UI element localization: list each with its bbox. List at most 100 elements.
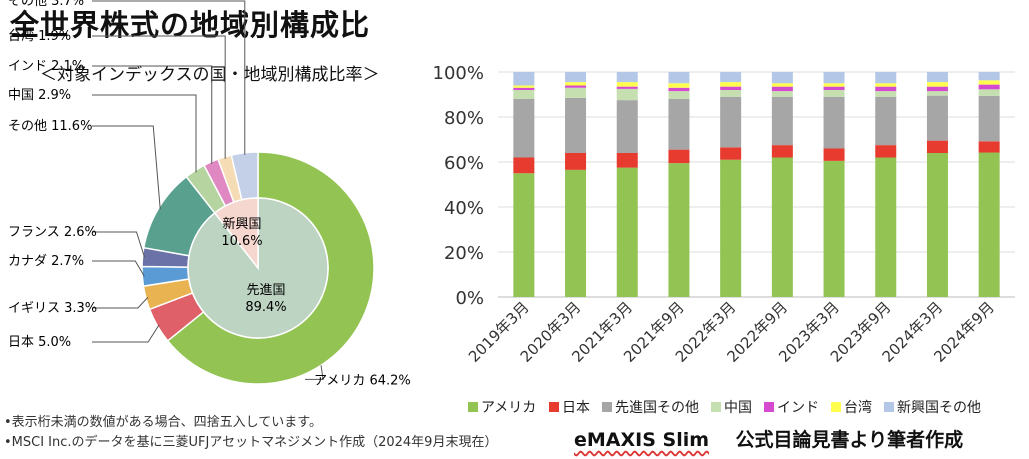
legend-label: アメリカ xyxy=(481,400,536,416)
legend-label: 日本 xyxy=(562,400,590,416)
bar-segment xyxy=(926,86,948,92)
y-tick-label: 100% xyxy=(433,63,484,84)
bar-segment xyxy=(771,86,793,92)
bar-segment xyxy=(616,82,638,87)
outer-label: 台湾 1.9% xyxy=(8,28,71,44)
bar-segment xyxy=(875,86,897,92)
y-tick-label: 80% xyxy=(444,108,484,129)
outer-label: カナダ 2.7% xyxy=(8,254,84,269)
bar-segment xyxy=(926,95,948,141)
bar-segment xyxy=(668,91,690,99)
bar-segment xyxy=(771,83,793,87)
legend-swatch xyxy=(468,402,478,412)
bar-segment xyxy=(926,82,948,87)
outer-label: その他 11.6% xyxy=(8,119,92,134)
leader-line xyxy=(92,65,213,164)
credit-source: eMAXIS Slim xyxy=(574,429,710,451)
bar-segment xyxy=(513,99,535,158)
bar-segment xyxy=(668,83,690,88)
bar-segment xyxy=(668,72,690,84)
legend-swatch xyxy=(764,402,774,412)
bar-segment xyxy=(978,80,1000,85)
outer-label: インド 2.1% xyxy=(8,59,84,74)
leader-line xyxy=(92,94,197,173)
outer-label: アメリカ 64.2% xyxy=(314,373,411,388)
bar-segment xyxy=(978,89,1000,96)
bar-segment xyxy=(926,140,948,153)
bar-segment xyxy=(875,96,897,146)
outer-label: 中国 2.9% xyxy=(8,88,71,103)
bar-segment xyxy=(668,87,690,92)
bar-segment xyxy=(668,99,690,150)
bar-segment xyxy=(823,72,845,84)
footnotes: •表示桁未満の数値がある場合、四捨五入しています。 •MSCI Inc.のデータ… xyxy=(4,413,497,453)
bar-segment xyxy=(978,84,1000,90)
bar-segment xyxy=(513,90,535,99)
inner-label-emerging-name: 新興国 xyxy=(222,216,261,232)
bar-segment xyxy=(823,96,845,149)
bar-segment xyxy=(978,141,1000,153)
bar-segment xyxy=(616,72,638,83)
bar-segment xyxy=(875,72,897,84)
leader-line xyxy=(92,231,145,258)
bar-segment xyxy=(513,157,535,174)
bar-segment xyxy=(720,147,742,160)
bar-segment xyxy=(720,90,742,97)
credit: eMAXIS Slim 公式目論見書より筆者作成 xyxy=(574,425,963,452)
bar-segment xyxy=(720,86,742,90)
bar-segment xyxy=(978,152,1000,297)
leader-line xyxy=(92,297,149,309)
bar-segment xyxy=(978,72,1000,81)
bar-segment xyxy=(771,157,793,297)
footnote-source: •MSCI Inc.のデータを基に三菱UFJアセットマネジメント作成（2024年… xyxy=(4,435,498,450)
bar-segment xyxy=(513,87,535,90)
chart-subtitle: ＜対象インデックスの国・地域別構成比率＞ xyxy=(40,65,380,85)
legend-swatch xyxy=(711,402,721,412)
bar-segment xyxy=(565,72,587,83)
bar-segment xyxy=(565,153,587,170)
leader-line xyxy=(92,260,145,277)
leader-line xyxy=(92,0,246,155)
bar-segment xyxy=(616,167,638,297)
bar-segment xyxy=(875,145,897,158)
footnote-rounding: •表示桁未満の数値がある場合、四捨五入しています。 xyxy=(4,415,322,430)
bar-segment xyxy=(875,83,897,87)
bar-segment xyxy=(513,173,535,297)
legend-label: 新興国その他 xyxy=(897,400,981,416)
bar-segment xyxy=(720,82,742,87)
y-tick-label: 60% xyxy=(444,153,484,174)
bar-segment xyxy=(926,72,948,83)
bar-segment xyxy=(565,85,587,88)
legend-label: インド xyxy=(777,400,819,416)
bar-segment xyxy=(771,145,793,158)
bar-segment xyxy=(616,153,638,168)
bar-segment xyxy=(771,72,793,84)
outer-label: フランス 2.6% xyxy=(8,225,97,240)
bar-segment xyxy=(771,96,793,146)
bar-segment xyxy=(668,149,690,164)
bar-segment xyxy=(513,72,535,86)
leader-line xyxy=(92,35,226,159)
legend-label: 中国 xyxy=(724,400,752,416)
bar-segment xyxy=(823,160,845,297)
legend-swatch xyxy=(884,402,894,412)
legend-label: 先進国その他 xyxy=(615,400,699,416)
inner-label-developed-value: 89.4% xyxy=(245,300,286,315)
bar-segment xyxy=(616,100,638,153)
pie-inner-slice xyxy=(213,197,259,271)
bar-segment xyxy=(720,159,742,297)
outer-label: イギリス 3.3% xyxy=(8,301,97,316)
bar-segment xyxy=(668,163,690,297)
leader-line xyxy=(92,125,161,210)
bar-segment xyxy=(926,153,948,297)
leader-line xyxy=(92,324,160,343)
bar-segment xyxy=(926,91,948,96)
y-tick-label: 40% xyxy=(444,198,484,219)
bar-segment xyxy=(565,87,587,98)
bar-segment xyxy=(875,91,897,97)
legend-swatch xyxy=(602,402,612,412)
bar-segment xyxy=(823,90,845,97)
outer-label: その他 3.7% xyxy=(8,0,84,9)
legend-swatch xyxy=(549,402,559,412)
